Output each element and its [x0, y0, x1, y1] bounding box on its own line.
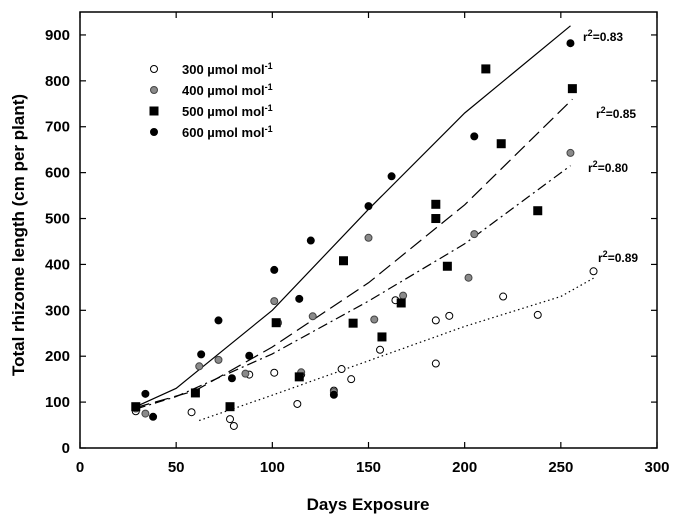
data-point	[470, 230, 479, 239]
y-tick-label: 900	[45, 27, 70, 44]
r2-labels: r2=0.89 r2=0.80 r2=0.85 r2=0.83	[583, 28, 638, 265]
data-point	[338, 256, 348, 266]
data-point	[337, 365, 346, 374]
legend: 300 µmol mol-1 400 µmol mol-1 500 µmol mol…	[149, 61, 273, 140]
data-point	[376, 345, 385, 354]
data-point	[567, 84, 577, 94]
y-tick-label: 0	[62, 440, 70, 457]
legend-label: 300 µmol mol-1	[182, 61, 273, 77]
trend-line	[199, 277, 594, 422]
r2-label: r2=0.83	[583, 28, 623, 44]
data-point	[131, 402, 141, 412]
r2-label: r2=0.89	[598, 249, 638, 265]
data-point	[377, 332, 387, 342]
y-tick-label: 300	[45, 302, 70, 319]
x-tick-label: 250	[548, 459, 573, 476]
y-tick-label: 400	[45, 256, 70, 273]
data-point	[195, 362, 204, 371]
data-point	[197, 350, 206, 359]
data-point	[229, 421, 238, 430]
y-tick-label: 700	[45, 119, 70, 136]
data-point	[364, 233, 373, 242]
r2-label: r2=0.80	[588, 159, 628, 175]
x-tick-label: 50	[168, 459, 185, 476]
axis-ticks	[79, 12, 658, 449]
data-point	[190, 388, 200, 398]
legend-marker	[150, 86, 158, 94]
data-point	[227, 374, 236, 383]
data-point	[431, 199, 441, 209]
data-point	[399, 291, 408, 300]
data-point	[499, 292, 508, 301]
data-point	[149, 412, 158, 421]
data-point	[566, 148, 575, 157]
legend-marker	[149, 106, 159, 116]
data-point	[270, 265, 279, 274]
data-point	[226, 415, 235, 424]
data-point	[225, 402, 235, 412]
x-tick-label: 100	[260, 459, 285, 476]
trend-lines	[135, 25, 594, 422]
data-point	[347, 375, 356, 384]
data-point	[293, 399, 302, 408]
y-tick-label: 800	[45, 73, 70, 90]
data-point	[308, 312, 317, 321]
data-point	[214, 316, 223, 325]
tick-labels: 0 50 100 150 200 250 300 0 100 200 300 400 500 600 700…	[45, 27, 670, 476]
legend-label: 400 µmol mol-1	[182, 82, 273, 98]
data-point	[464, 273, 473, 282]
data-point	[442, 261, 452, 271]
data-point	[270, 297, 279, 306]
data-point	[387, 172, 396, 181]
data-point	[271, 318, 281, 328]
r2-label: r2=0.85	[596, 105, 636, 121]
data-point	[470, 132, 479, 141]
data-point	[566, 39, 575, 48]
data-point	[370, 315, 379, 324]
data-point	[348, 318, 358, 328]
data-point	[533, 310, 542, 319]
y-axis-title: Total rhizome length (cm per plant)	[9, 94, 28, 376]
data-point	[306, 236, 315, 245]
data-point	[481, 64, 491, 74]
data-point	[294, 372, 304, 382]
y-tick-label: 500	[45, 211, 70, 228]
data-point	[431, 214, 441, 224]
data-point	[141, 409, 150, 418]
legend-marker	[150, 65, 158, 73]
data-point	[270, 368, 279, 377]
data-point	[141, 389, 150, 398]
data-point	[295, 294, 304, 303]
data-point	[431, 359, 440, 368]
y-tick-label: 600	[45, 165, 70, 182]
data-points	[131, 39, 598, 430]
legend-label: 600 µmol mol-1	[182, 124, 273, 140]
data-point	[241, 369, 250, 378]
x-tick-label: 150	[356, 459, 381, 476]
y-tick-label: 200	[45, 348, 70, 365]
legend-label: 500 µmol mol-1	[182, 103, 273, 119]
data-point	[431, 316, 440, 325]
y-tick-label: 100	[45, 394, 70, 411]
x-tick-label: 200	[452, 459, 477, 476]
data-point	[396, 298, 406, 308]
data-point	[364, 202, 373, 211]
data-point	[214, 355, 223, 364]
data-point	[187, 408, 196, 417]
trend-line	[135, 165, 571, 410]
data-point	[589, 267, 598, 276]
trend-line	[135, 25, 571, 408]
x-tick-label: 0	[76, 459, 84, 476]
data-point	[329, 390, 338, 399]
trend-line	[135, 98, 573, 409]
data-point	[496, 139, 506, 149]
legend-marker	[150, 128, 158, 136]
x-axis-title: Days Exposure	[307, 495, 430, 514]
data-point	[533, 206, 543, 216]
data-point	[445, 311, 454, 320]
x-tick-label: 300	[644, 459, 669, 476]
data-point	[245, 351, 254, 360]
